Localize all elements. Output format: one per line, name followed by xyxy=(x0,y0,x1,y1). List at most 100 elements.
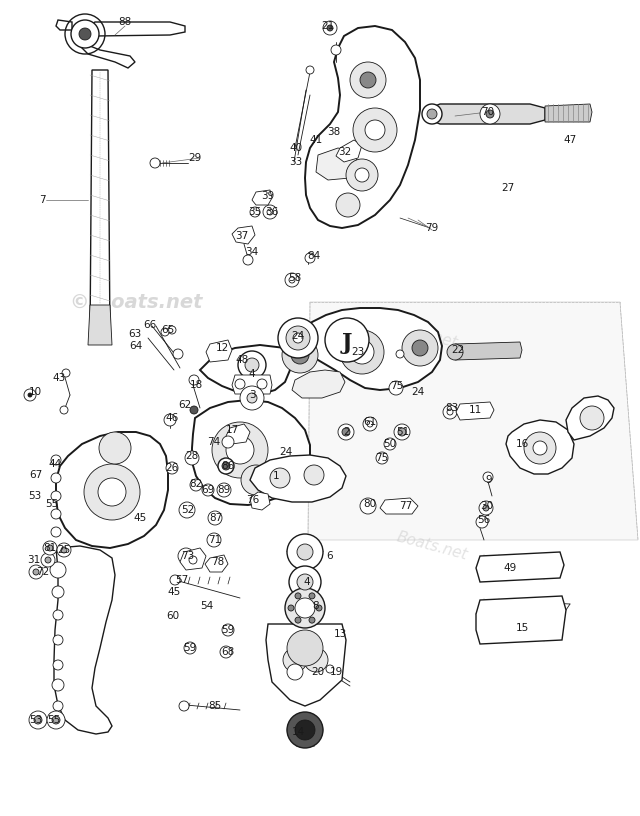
Circle shape xyxy=(353,108,397,152)
Circle shape xyxy=(293,333,303,343)
Text: 55: 55 xyxy=(47,715,61,725)
Circle shape xyxy=(394,424,410,440)
Text: 9: 9 xyxy=(486,475,492,485)
Circle shape xyxy=(34,716,42,724)
Polygon shape xyxy=(545,104,592,122)
Text: 55: 55 xyxy=(45,499,59,509)
Circle shape xyxy=(47,545,53,551)
Circle shape xyxy=(346,159,378,191)
Text: 82: 82 xyxy=(189,479,203,489)
Circle shape xyxy=(208,511,222,525)
Circle shape xyxy=(164,414,176,426)
Text: 70: 70 xyxy=(481,107,495,117)
Circle shape xyxy=(305,253,315,263)
Text: 28: 28 xyxy=(186,451,198,461)
Text: 46: 46 xyxy=(165,413,179,423)
Text: 11: 11 xyxy=(468,405,482,415)
Text: 2: 2 xyxy=(344,427,350,437)
Text: 65: 65 xyxy=(161,325,175,335)
Polygon shape xyxy=(308,302,638,540)
Text: 12: 12 xyxy=(216,343,228,353)
Circle shape xyxy=(179,701,189,711)
Text: 29: 29 xyxy=(188,153,202,163)
Text: 14: 14 xyxy=(291,727,305,737)
Polygon shape xyxy=(180,548,206,570)
Text: 19: 19 xyxy=(330,667,342,677)
Circle shape xyxy=(291,346,309,364)
Text: 32: 32 xyxy=(339,147,351,157)
Polygon shape xyxy=(226,424,250,444)
Text: 4: 4 xyxy=(249,369,255,379)
Circle shape xyxy=(402,330,438,366)
Text: 15: 15 xyxy=(515,623,529,633)
Circle shape xyxy=(295,593,301,599)
Circle shape xyxy=(285,273,299,287)
Polygon shape xyxy=(232,226,255,244)
Circle shape xyxy=(52,716,60,724)
Polygon shape xyxy=(380,498,418,514)
Text: 1: 1 xyxy=(273,471,279,481)
Text: 6: 6 xyxy=(326,551,333,561)
Circle shape xyxy=(168,326,176,334)
Circle shape xyxy=(53,635,63,645)
Circle shape xyxy=(62,369,70,377)
Text: 89: 89 xyxy=(218,485,230,495)
Circle shape xyxy=(524,432,556,464)
Circle shape xyxy=(340,330,384,374)
Circle shape xyxy=(247,393,257,403)
Text: 66: 66 xyxy=(143,320,157,330)
Circle shape xyxy=(447,344,463,360)
Text: 62: 62 xyxy=(179,400,191,410)
Circle shape xyxy=(278,318,318,358)
Text: 83: 83 xyxy=(445,403,459,413)
Circle shape xyxy=(245,358,259,372)
Circle shape xyxy=(326,665,334,673)
Polygon shape xyxy=(206,340,232,362)
Circle shape xyxy=(51,455,61,465)
Text: 69: 69 xyxy=(202,485,214,495)
Text: 45: 45 xyxy=(133,513,147,523)
Text: 44: 44 xyxy=(49,459,61,469)
Circle shape xyxy=(367,421,373,427)
Circle shape xyxy=(580,406,604,430)
Text: 43: 43 xyxy=(52,373,66,383)
Polygon shape xyxy=(54,546,115,734)
Circle shape xyxy=(173,349,183,359)
Circle shape xyxy=(533,441,547,455)
Text: 24: 24 xyxy=(412,387,424,397)
Polygon shape xyxy=(336,140,362,162)
Text: 18: 18 xyxy=(189,380,203,390)
Text: 50: 50 xyxy=(383,439,397,449)
Circle shape xyxy=(47,711,65,729)
Circle shape xyxy=(161,328,169,336)
Circle shape xyxy=(283,648,307,672)
Text: 57: 57 xyxy=(175,575,189,585)
Text: 86: 86 xyxy=(221,461,235,471)
Circle shape xyxy=(267,209,273,215)
Circle shape xyxy=(99,432,131,464)
Circle shape xyxy=(447,409,453,415)
Circle shape xyxy=(28,393,32,397)
Circle shape xyxy=(355,168,369,182)
Circle shape xyxy=(190,479,202,491)
Text: 39: 39 xyxy=(261,191,275,201)
Polygon shape xyxy=(200,308,442,395)
Text: 49: 49 xyxy=(504,563,516,573)
Circle shape xyxy=(222,436,234,448)
Circle shape xyxy=(360,72,376,88)
Circle shape xyxy=(250,207,260,217)
Polygon shape xyxy=(250,492,270,510)
Text: 38: 38 xyxy=(328,127,340,137)
Circle shape xyxy=(79,28,91,40)
Text: 8: 8 xyxy=(313,601,319,611)
Text: 73: 73 xyxy=(181,551,195,561)
Polygon shape xyxy=(305,26,420,228)
Circle shape xyxy=(241,465,271,495)
Circle shape xyxy=(263,205,277,219)
Circle shape xyxy=(342,428,350,436)
Polygon shape xyxy=(316,148,358,180)
Circle shape xyxy=(304,648,328,672)
Polygon shape xyxy=(82,44,135,68)
Circle shape xyxy=(207,533,221,547)
Circle shape xyxy=(170,575,180,585)
